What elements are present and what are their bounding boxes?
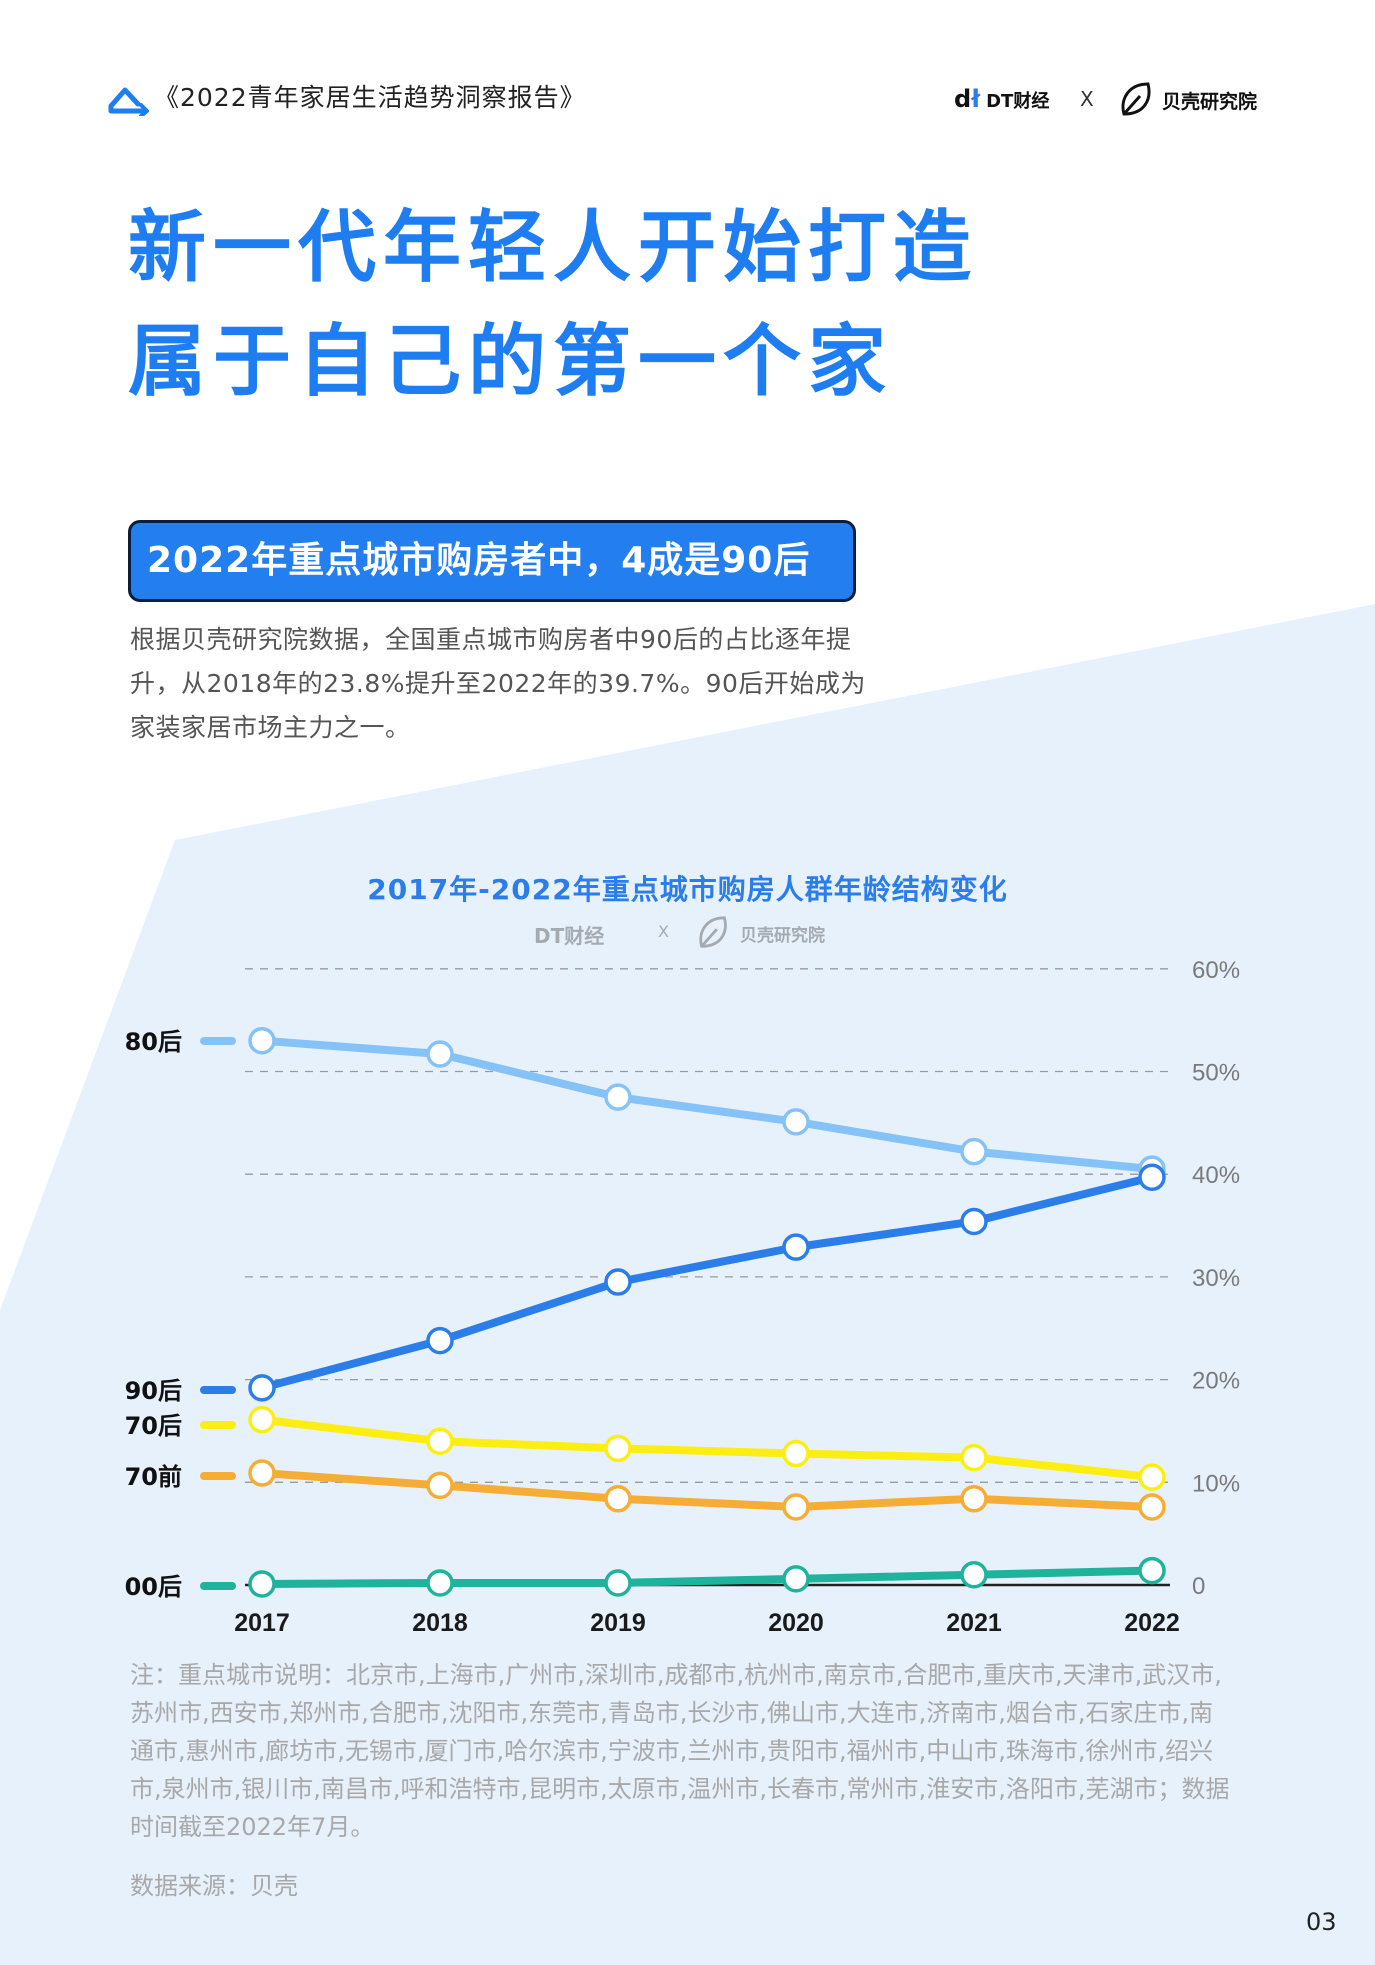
data-point (604, 1083, 632, 1111)
y-tick-label: 60% (1192, 957, 1240, 984)
data-point (426, 1326, 454, 1355)
body-paragraph: 根据贝壳研究院数据，全国重点城市购房者中90后的占比逐年提升，从2018年的23… (130, 625, 866, 742)
series-line (258, 1036, 1156, 1174)
data-point (248, 1459, 276, 1487)
data-point (248, 1374, 276, 1402)
section-title-box: 2022年重点城市购房者中，4成是90后 (128, 520, 856, 602)
series-4 (248, 1556, 1166, 1598)
legend-label: 80后 (125, 1028, 182, 1056)
chart-watermark-separator: X (658, 922, 669, 941)
data-point (248, 1405, 276, 1434)
data-point (248, 1570, 276, 1598)
dt-logo: dł DT财经 (954, 86, 1049, 115)
series-line (258, 1415, 1156, 1482)
home-icon (108, 87, 149, 116)
headline-line-2: 属于自己的第一个家 (128, 317, 894, 407)
series-line (258, 1566, 1156, 1588)
data-point (782, 1108, 810, 1136)
data-point (426, 1427, 454, 1455)
y-tick-label: 0 (1192, 1573, 1205, 1600)
data-point (960, 1443, 988, 1472)
data-point (1138, 1163, 1166, 1192)
dt-logo-mark-icon: dł (954, 85, 981, 113)
legend-label: 70后 (125, 1412, 182, 1440)
x-tick-label: 2022 (1124, 1609, 1180, 1637)
data-point (1138, 1463, 1166, 1491)
series-0 (248, 1026, 1166, 1183)
series-2 (248, 1405, 1166, 1491)
data-point (604, 1268, 632, 1296)
page-header: 《2022青年家居生活趋势洞察报告》 dł DT财经 X 贝壳研究院 (108, 80, 1267, 120)
y-tick-label: 10% (1192, 1470, 1240, 1497)
data-point (604, 1484, 632, 1513)
data-point (960, 1484, 988, 1513)
series-layer (248, 1026, 1166, 1598)
legend-label: 90后 (125, 1377, 182, 1405)
x-tick-label: 2018 (412, 1609, 468, 1637)
y-tick-label: 20% (1192, 1368, 1240, 1395)
axis-layer: 0 10% 20% 30% 40% 50% 60% 2017 2018 2019 2020 2021 2… (234, 957, 1240, 1637)
logo-separator: X (1080, 87, 1094, 111)
x-tick-label: 2017 (234, 1609, 290, 1637)
data-point (1138, 1493, 1166, 1521)
data-point (604, 1434, 632, 1463)
dt-logo-text: DT财经 (986, 91, 1050, 112)
y-tick-label: 30% (1192, 1265, 1240, 1292)
series-3 (248, 1459, 1166, 1521)
x-tick-label: 2019 (590, 1609, 646, 1637)
data-point (782, 1439, 810, 1468)
chart-title: 2017年-2022年重点城市购房人群年龄结构变化 (367, 873, 1008, 906)
data-point (782, 1493, 810, 1521)
data-point (426, 1040, 454, 1068)
legend-layer: 80后 90后 70后 70前 00后 (125, 1028, 236, 1601)
beike-leaf-icon (1121, 82, 1151, 116)
data-point (426, 1471, 454, 1500)
y-tick-label: 40% (1192, 1162, 1240, 1189)
data-point (426, 1569, 454, 1597)
data-point (248, 1026, 276, 1055)
footnote: 注：重点城市说明：北京市,上海市,广州市,深圳市,成都市,杭州市,南京市,合肥市… (130, 1661, 1230, 1841)
data-point (960, 1137, 988, 1166)
data-point (960, 1207, 988, 1236)
y-tick-label: 50% (1192, 1060, 1240, 1087)
beike-logo-text: 贝壳研究院 (1162, 91, 1258, 113)
data-point (604, 1569, 632, 1597)
data-point (960, 1560, 988, 1589)
chart-watermark-beike: 贝壳研究院 (740, 926, 825, 946)
report-title: 《2022青年家居生活趋势洞察报告》 (154, 83, 586, 112)
x-tick-label: 2020 (768, 1609, 824, 1637)
series-line (258, 1173, 1156, 1392)
section-title: 2022年重点城市购房者中，4成是90后 (147, 540, 811, 581)
series-1 (248, 1163, 1166, 1402)
headline-line-1: 新一代年轻人开始打造 (128, 203, 979, 293)
data-source: 数据来源：贝壳 (130, 1872, 298, 1900)
legend-label: 70前 (125, 1463, 182, 1491)
series-line (258, 1469, 1156, 1511)
data-point (782, 1565, 810, 1593)
beike-leaf-icon (699, 916, 727, 948)
chart-watermark-dt: DT财经 (534, 924, 605, 948)
data-point (1138, 1556, 1166, 1585)
data-point (782, 1233, 810, 1261)
x-tick-label: 2021 (946, 1609, 1002, 1637)
legend-label: 00后 (125, 1573, 182, 1601)
page-number: 03 (1306, 1908, 1337, 1936)
